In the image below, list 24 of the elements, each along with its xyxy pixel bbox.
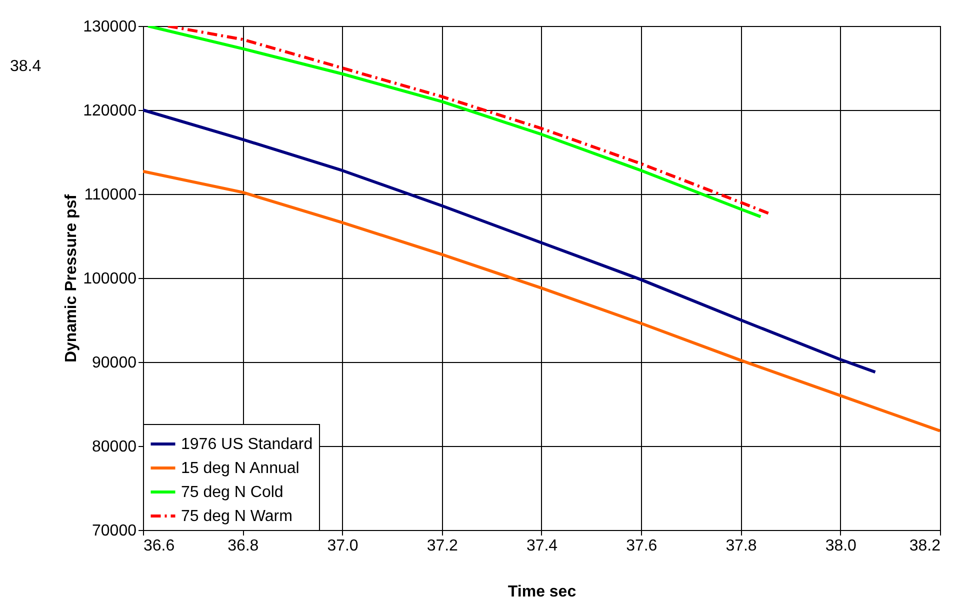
x-tick-label: 37.4 [526, 538, 558, 554]
line-series [143, 108, 877, 374]
y-tick-label: 130000 [83, 18, 137, 36]
text: 38.4 [10, 58, 42, 75]
legend-label: 75 deg N Warm [181, 508, 292, 525]
x-tick-label: 37.6 [626, 538, 658, 554]
y-axis-title: Dynamic Pressure psf [63, 194, 80, 363]
x-tick-label: 38.0 [825, 538, 857, 554]
y-tick-label: 120000 [83, 102, 137, 120]
x-axis-title: Time sec [508, 584, 576, 600]
legend-label: 15 deg N Annual [181, 460, 300, 477]
x-tick-label: 37.2 [426, 538, 458, 554]
x-tick-label: 37.0 [327, 538, 358, 554]
x-tick-label: 36.6 [144, 538, 175, 554]
y-tick-label: 110000 [84, 186, 137, 204]
y-tick-label: 100000 [83, 270, 137, 288]
x-tick-label: 36.8 [228, 538, 259, 554]
x-tick-label: 37.8 [726, 538, 757, 554]
legend-label: 1976 US Standard [181, 436, 313, 453]
y-tick-label: 70000 [92, 522, 137, 540]
y-tick-label: 90000 [92, 354, 137, 372]
y-tick-label: 80000 [92, 438, 137, 456]
legend-label: 75 deg N Cold [181, 484, 284, 501]
x-tick-label: 38.2 [909, 538, 941, 554]
